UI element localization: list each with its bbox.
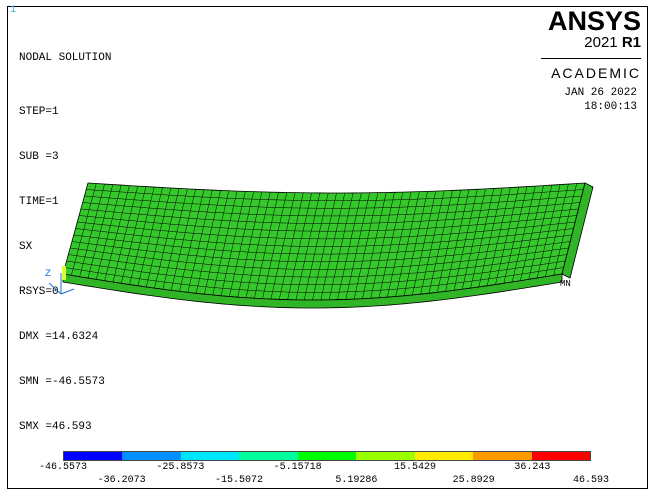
info-time: TIME=1 xyxy=(19,196,59,208)
mesh-line xyxy=(79,215,577,232)
info-dmx: DMX =14.6324 xyxy=(19,331,99,343)
timestamp-time: 18:00:13 xyxy=(584,101,637,113)
contour-legend-bar xyxy=(63,451,591,461)
deformed-beam-plot[interactable] xyxy=(8,7,649,490)
axis-triad xyxy=(48,273,75,295)
mesh-line xyxy=(71,241,571,263)
logo-divider xyxy=(541,58,641,59)
mesh-line xyxy=(77,221,576,240)
mesh-line xyxy=(70,247,569,270)
mesh-line xyxy=(68,254,567,278)
ansys-logo: ANSYS 2021 R1 ACADEMIC xyxy=(521,7,641,81)
window-number: 1 xyxy=(10,5,17,16)
timestamp: JAN 26 2022 18:00:13 xyxy=(564,86,637,114)
legend-band xyxy=(239,452,298,460)
legend-band xyxy=(180,452,240,460)
mesh-line xyxy=(75,228,574,247)
logo-version-year: 2021 xyxy=(584,34,618,51)
legend-band xyxy=(64,452,123,460)
info-substep: SUB =3 xyxy=(19,151,59,163)
logo-brand: ANSYS xyxy=(547,6,641,36)
mesh-line xyxy=(64,267,564,293)
mesh-line xyxy=(80,208,579,224)
logo-edition: ACADEMIC xyxy=(551,65,641,81)
solution-title: NODAL SOLUTION xyxy=(19,52,112,64)
beam-end-face xyxy=(561,182,594,279)
support-region xyxy=(62,266,66,280)
legend-band xyxy=(297,452,357,460)
logo-version-release: R1 xyxy=(621,34,641,51)
legend-band xyxy=(356,452,415,460)
beam-front-face xyxy=(62,273,563,309)
info-smx: SMX =46.593 xyxy=(19,421,92,433)
mesh-line xyxy=(66,260,566,285)
info-step: STEP=1 xyxy=(19,106,59,118)
legend-band xyxy=(473,452,532,460)
mesh-line xyxy=(86,189,584,201)
beam-mesh xyxy=(62,182,594,309)
timestamp-date: JAN 26 2022 xyxy=(564,87,637,99)
info-smn: SMN =-46.5573 xyxy=(19,376,105,388)
legend-band xyxy=(122,452,181,460)
info-rsys: RSYS=0 xyxy=(19,286,59,298)
mesh-line xyxy=(82,202,581,217)
axis-z-label: Z xyxy=(45,269,52,280)
graphics-window[interactable]: 1 NODAL SOLUTION STEP=1 SUB =3 TIME=1 SX… xyxy=(7,5,649,490)
min-marker: MN xyxy=(560,279,571,289)
mesh-line xyxy=(73,234,572,255)
mesh-line xyxy=(84,195,582,209)
legend-band xyxy=(414,452,474,460)
legend-band xyxy=(531,452,590,460)
logo-version: 2021 R1 xyxy=(521,35,641,51)
